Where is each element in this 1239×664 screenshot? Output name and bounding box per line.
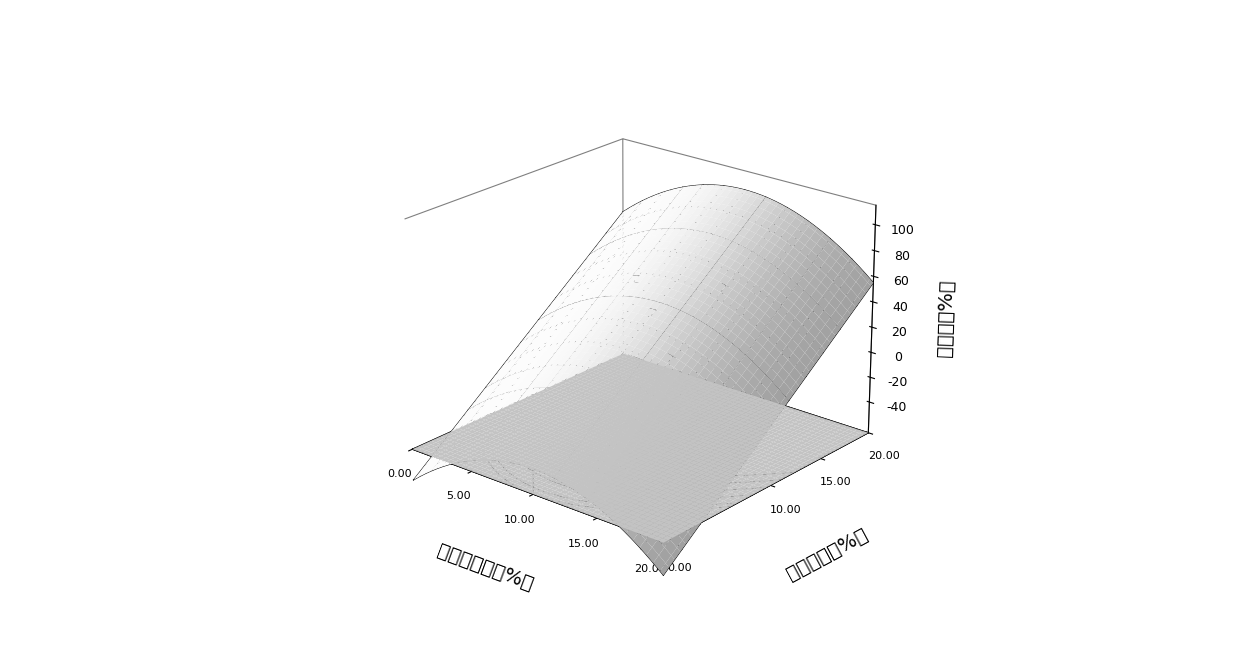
X-axis label: 石墨烯含量（%）: 石墨烯含量（%） [435, 541, 535, 594]
Y-axis label: 锥木含量（%）: 锥木含量（%） [783, 525, 871, 584]
